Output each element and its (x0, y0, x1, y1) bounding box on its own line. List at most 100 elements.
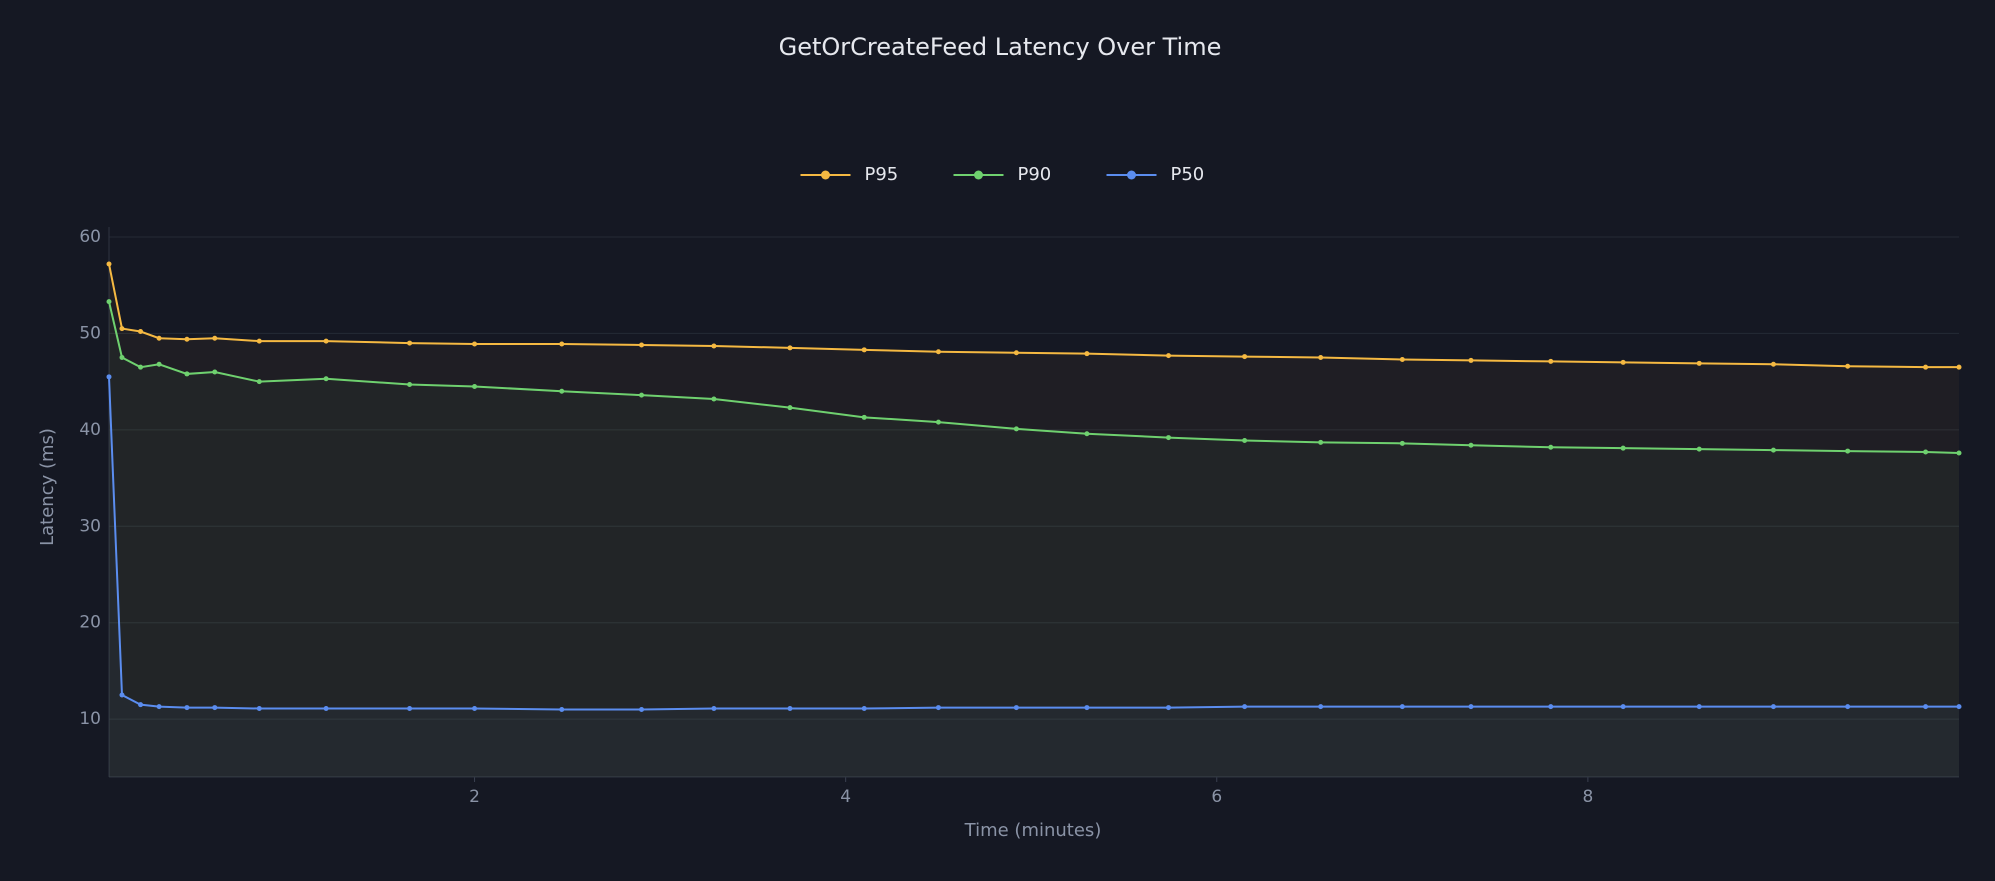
point-marker (1084, 431, 1090, 437)
point-marker (1620, 445, 1626, 451)
x-tick-label: 4 (840, 787, 851, 807)
legend-label: P90 (1018, 164, 1052, 185)
point-marker (1242, 437, 1248, 443)
point-marker (156, 361, 162, 367)
point-marker (1845, 704, 1851, 710)
series-line (108, 263, 1959, 369)
point-marker (212, 705, 218, 711)
legend: P95 P90 P50 (800, 164, 1205, 185)
point-marker (1923, 704, 1929, 710)
point-marker (407, 382, 413, 388)
x-tick-label: 2 (469, 787, 480, 807)
area-fill (109, 301, 1959, 777)
point-marker (1620, 704, 1626, 710)
point-marker (407, 706, 413, 712)
point-marker (559, 341, 565, 347)
point-marker (256, 706, 262, 712)
point-marker (1770, 447, 1776, 453)
point-marker (559, 388, 565, 394)
point-marker (1166, 435, 1172, 441)
point-marker (1770, 704, 1776, 710)
point-marker (407, 340, 413, 346)
legend-label: P95 (865, 164, 899, 185)
area-fill (109, 376, 1959, 777)
point-marker (935, 705, 941, 711)
point-marker (1845, 448, 1851, 454)
point-marker (212, 369, 218, 375)
point-marker (1318, 704, 1324, 710)
point-marker (935, 419, 941, 425)
point-marker (1318, 355, 1324, 361)
point-marker (212, 335, 218, 341)
point-marker (1468, 442, 1474, 448)
point-marker (472, 706, 478, 712)
point-marker (1548, 444, 1554, 450)
point-marker (1084, 705, 1090, 711)
x-axis-label: Time (minutes) (964, 820, 1102, 841)
point-marker (1770, 361, 1776, 367)
y-tick-label: 50 (79, 323, 101, 343)
point-marker (1468, 357, 1474, 363)
legend-label: P50 (1171, 164, 1205, 185)
point-marker (256, 338, 262, 344)
point-marker (472, 341, 478, 347)
y-tick-label: 20 (79, 613, 101, 633)
point-marker (861, 706, 867, 712)
point-marker (787, 706, 793, 712)
point-marker (1084, 351, 1090, 357)
point-marker (1548, 704, 1554, 710)
point-marker (639, 392, 645, 398)
legend-marker (974, 170, 983, 180)
point-marker (1548, 358, 1554, 364)
point-marker (1242, 704, 1248, 710)
y-tick-label: 40 (79, 420, 101, 440)
point-marker (861, 347, 867, 353)
point-marker (1166, 353, 1172, 359)
point-marker (711, 396, 717, 402)
point-marker (639, 342, 645, 348)
point-marker (156, 335, 162, 341)
y-tick-label: 10 (79, 709, 101, 729)
point-marker (119, 326, 125, 332)
point-marker (1696, 446, 1702, 452)
point-marker (106, 299, 112, 305)
point-marker (1166, 705, 1172, 711)
point-marker (138, 364, 144, 370)
point-marker (323, 338, 329, 344)
point-marker (138, 702, 144, 708)
point-marker (861, 414, 867, 420)
point-marker (1468, 704, 1474, 710)
point-marker (256, 379, 262, 385)
point-marker (1013, 705, 1019, 711)
y-tick-label: 30 (79, 516, 101, 536)
point-marker (1399, 704, 1405, 710)
point-marker (711, 706, 717, 712)
series-line (108, 301, 1960, 454)
point-marker (559, 707, 565, 712)
point-marker (323, 376, 329, 382)
point-marker (1242, 354, 1248, 360)
point-marker (106, 374, 112, 380)
point-marker (1956, 704, 1962, 710)
point-marker (1620, 359, 1626, 365)
point-marker (184, 371, 190, 377)
point-marker (184, 336, 190, 342)
point-marker (106, 261, 112, 267)
y-axis-label: Latency (ms) (37, 428, 58, 546)
point-marker (1696, 360, 1702, 366)
point-marker (1696, 704, 1702, 710)
point-marker (472, 383, 478, 389)
point-marker (639, 707, 645, 712)
point-marker (1923, 449, 1929, 455)
series-line (108, 376, 1959, 711)
point-marker (1399, 440, 1405, 446)
point-marker (1013, 350, 1019, 356)
point-marker (787, 345, 793, 351)
point-marker (1923, 364, 1929, 370)
point-marker (1845, 363, 1851, 369)
legend-marker (1127, 170, 1136, 180)
point-marker (119, 692, 125, 698)
